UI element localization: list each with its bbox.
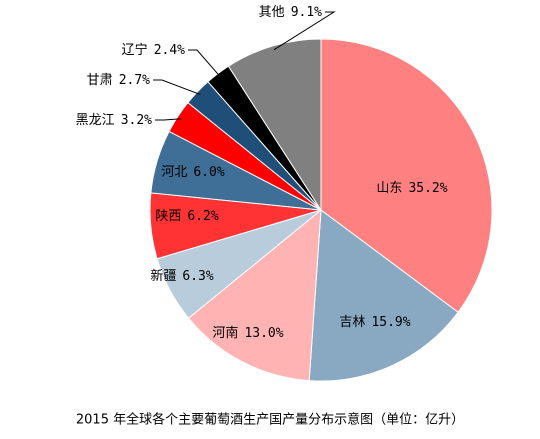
value-label: 15.9% (371, 315, 410, 330)
leader-line (153, 79, 201, 96)
category-name: 新疆 (150, 268, 176, 284)
slice-label: 黑龙江 3.2% (76, 113, 152, 128)
slice-label: 辽宁 2.4% (122, 42, 185, 58)
value-label: 6.2% (187, 209, 218, 224)
category-name: 辽宁 (122, 42, 148, 58)
category-name: 河北 (161, 165, 187, 180)
category-name: 其他 (259, 5, 285, 20)
slice-label: 河南 13.0% (212, 325, 283, 341)
value-label: 13.0% (244, 326, 283, 341)
category-name: 山东 (376, 181, 402, 196)
slice-label: 新疆 6.3% (150, 268, 213, 284)
category-name: 陕西 (155, 209, 181, 224)
category-name: 甘肃 (87, 73, 113, 88)
leader-line (273, 11, 336, 51)
category-name: 黑龙江 (76, 113, 115, 128)
value-label: 2.4% (154, 43, 185, 58)
value-label: 2.7% (119, 73, 150, 88)
slice-label: 山东 35.2% (376, 181, 447, 196)
slice-label: 陕西 6.2% (155, 209, 218, 224)
value-label: 9.1% (291, 5, 322, 20)
leader-line (188, 49, 221, 78)
slice-label: 吉林 15.9% (339, 315, 410, 330)
pie-slice (308, 209, 459, 382)
slice-label: 河北 6.0% (161, 165, 224, 180)
category-name: 河南 (212, 325, 238, 341)
value-label: 3.2% (121, 113, 152, 128)
value-label: 6.3% (182, 269, 213, 284)
value-label: 6.0% (193, 165, 224, 180)
pie-slice (187, 208, 322, 382)
value-label: 35.2% (408, 181, 447, 196)
pie-slice (227, 38, 322, 212)
slice-label: 甘肃 2.7% (87, 73, 150, 88)
leader-line (155, 118, 182, 121)
category-name: 吉林 (339, 315, 365, 330)
chart-title: 2015 年全球各个主要葡萄酒生产国产量分布示意图（单位：亿升） (76, 412, 464, 428)
pie-slice (320, 38, 493, 313)
slice-label: 其他 9.1% (259, 5, 322, 20)
